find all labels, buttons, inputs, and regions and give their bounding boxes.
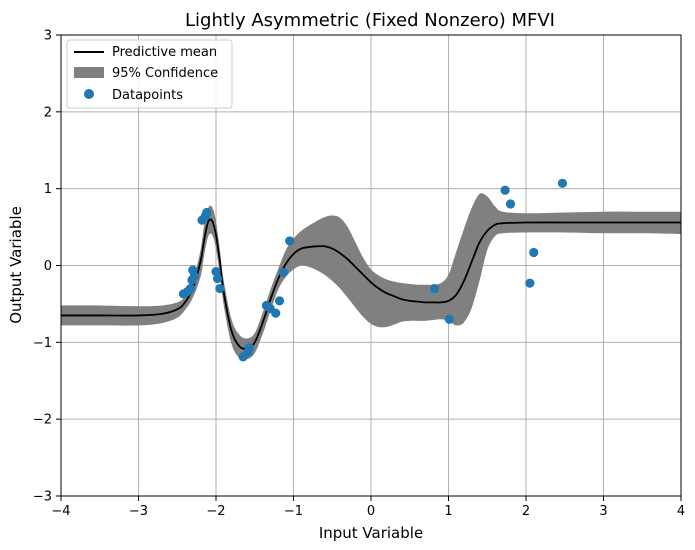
predictive-mean <box>61 218 681 350</box>
datapoint <box>500 185 510 195</box>
datapoint <box>525 278 535 288</box>
predictive-mean-line <box>61 218 681 350</box>
y-tick-label: 2 <box>44 105 52 120</box>
datapoint <box>212 273 223 284</box>
legend-band-label: 95% Confidence <box>112 66 218 81</box>
y-tick-label: 3 <box>44 29 52 44</box>
x-tick-label: 4 <box>677 504 685 519</box>
y-tick-label: −1 <box>33 336 52 351</box>
datapoint <box>285 236 295 246</box>
y-tick-label: 1 <box>44 182 52 197</box>
x-axis: −4 −3 −2 −1 0 1 2 3 4 <box>51 496 685 519</box>
datapoint <box>429 283 440 294</box>
legend-box <box>66 39 233 109</box>
legend-points-swatch <box>84 89 94 99</box>
legend-band-swatch <box>74 67 104 78</box>
y-tick-label: −3 <box>33 490 52 505</box>
gridlines <box>60 34 682 497</box>
datapoint <box>505 199 516 209</box>
y-axis: −3 −2 −1 0 1 2 3 <box>33 29 61 505</box>
datapoint <box>211 267 221 277</box>
datapoint <box>215 283 225 294</box>
datapoint <box>202 207 212 218</box>
x-axis-label: Input Variable <box>319 524 423 542</box>
datapoint <box>444 314 454 324</box>
x-tick-label: −1 <box>284 504 303 519</box>
datapoint <box>244 343 254 353</box>
y-axis-label: Output Variable <box>7 206 25 324</box>
datapoint <box>529 247 539 258</box>
x-tick-label: 3 <box>599 504 607 519</box>
datapoints <box>178 178 568 362</box>
x-tick-label: 1 <box>444 504 452 519</box>
datapoint <box>185 283 196 294</box>
x-tick-label: 2 <box>522 504 530 519</box>
datapoint <box>274 296 285 306</box>
x-tick-label: −4 <box>51 504 70 519</box>
x-tick-label: 0 <box>367 504 375 519</box>
legend-points-label: Datapoints <box>112 88 183 103</box>
legend-mean-label: Predictive mean <box>112 45 217 60</box>
chart-title: Lightly Asymmetric (Fixed Nonzero) MFVI <box>185 10 555 31</box>
datapoint <box>271 308 281 318</box>
x-tick-label: −3 <box>129 504 148 519</box>
datapoint <box>189 271 199 281</box>
datapoint <box>557 178 568 188</box>
y-tick-label: 0 <box>44 259 52 274</box>
legend: Predictive mean 95% Confidence Datapoint… <box>66 39 233 109</box>
y-tick-label: −2 <box>33 413 52 428</box>
datapoint <box>278 267 289 278</box>
x-tick-label: −2 <box>206 504 225 519</box>
